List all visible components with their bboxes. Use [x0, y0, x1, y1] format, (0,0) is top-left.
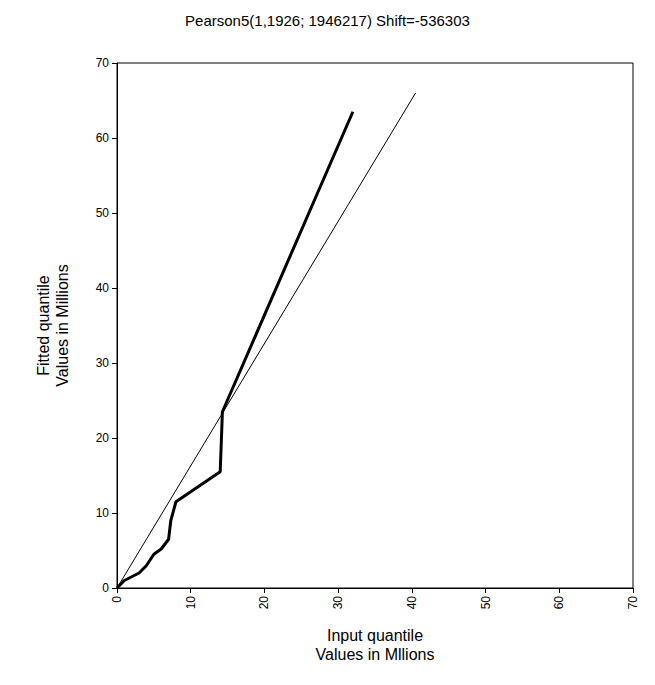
svg-text:70: 70: [626, 596, 640, 610]
svg-text:Values in Mllions: Values in Mllions: [316, 646, 435, 663]
svg-text:40: 40: [405, 596, 419, 610]
svg-text:Input quantile: Input quantile: [327, 627, 423, 644]
svg-text:30: 30: [331, 596, 345, 610]
svg-text:60: 60: [96, 131, 110, 145]
svg-text:0: 0: [110, 596, 124, 603]
svg-text:60: 60: [552, 596, 566, 610]
svg-text:10: 10: [96, 506, 110, 520]
svg-text:50: 50: [96, 206, 110, 220]
svg-text:30: 30: [96, 356, 110, 370]
svg-text:40: 40: [96, 281, 110, 295]
svg-text:Pearson5(1,1926; 1946217) Shif: Pearson5(1,1926; 1946217) Shift=-536303: [185, 12, 470, 29]
svg-text:0: 0: [102, 581, 109, 595]
svg-text:10: 10: [184, 596, 198, 610]
svg-text:Values in Millions: Values in Millions: [54, 264, 71, 386]
svg-text:20: 20: [257, 596, 271, 610]
svg-text:70: 70: [96, 56, 110, 70]
svg-text:Fitted quantile: Fitted quantile: [35, 275, 52, 376]
svg-text:50: 50: [479, 596, 493, 610]
svg-text:20: 20: [96, 431, 110, 445]
